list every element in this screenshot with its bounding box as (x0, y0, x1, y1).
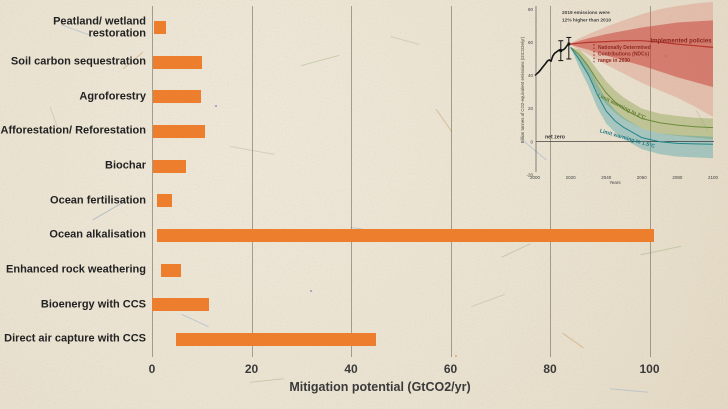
potential-range-bar (176, 332, 376, 346)
category-label: Direct air capture with CCS (4, 333, 146, 346)
potential-range-bar (153, 124, 205, 138)
x-axis-title: Mitigation potential (GtCO2/yr) (289, 380, 471, 394)
x-axis-tick-label: 0 (148, 362, 156, 376)
x-axis-tick-label: 20 (244, 362, 259, 376)
category-label: Afforestation/ Reforestation (0, 125, 146, 138)
potential-range-bar (161, 263, 181, 277)
x-axis-tick-label: 100 (639, 362, 660, 376)
x-axis-tick-label: 60 (443, 362, 458, 376)
potential-range-bar (156, 228, 655, 242)
potential-range-bar (153, 90, 202, 104)
category-label: Bioenergy with CCS (40, 298, 146, 311)
category-label: Peatland/ wetland restoration (53, 14, 146, 40)
gridline (351, 6, 352, 357)
category-label: Agroforestry (79, 90, 146, 103)
category-label: Ocean alkalisation (49, 229, 146, 242)
category-label: Enhanced rock weathering (6, 263, 146, 276)
category-label: Ocean fertilisation (50, 194, 146, 207)
gridline (649, 6, 651, 357)
category-label: Soil carbon sequestration (10, 55, 146, 68)
potential-range-bar (152, 159, 187, 173)
x-axis-tick-label: 40 (344, 362, 358, 376)
category-label: Biochar (105, 159, 146, 172)
potential-range-bar (152, 298, 209, 312)
gridline (251, 6, 253, 357)
gridline (550, 6, 551, 357)
potential-range-bar (154, 21, 166, 34)
gridline (152, 6, 153, 357)
x-axis-tick-label: 80 (543, 362, 557, 376)
potential-range-bar (153, 55, 202, 69)
potential-range-bar (156, 194, 172, 208)
gridline (450, 6, 452, 357)
